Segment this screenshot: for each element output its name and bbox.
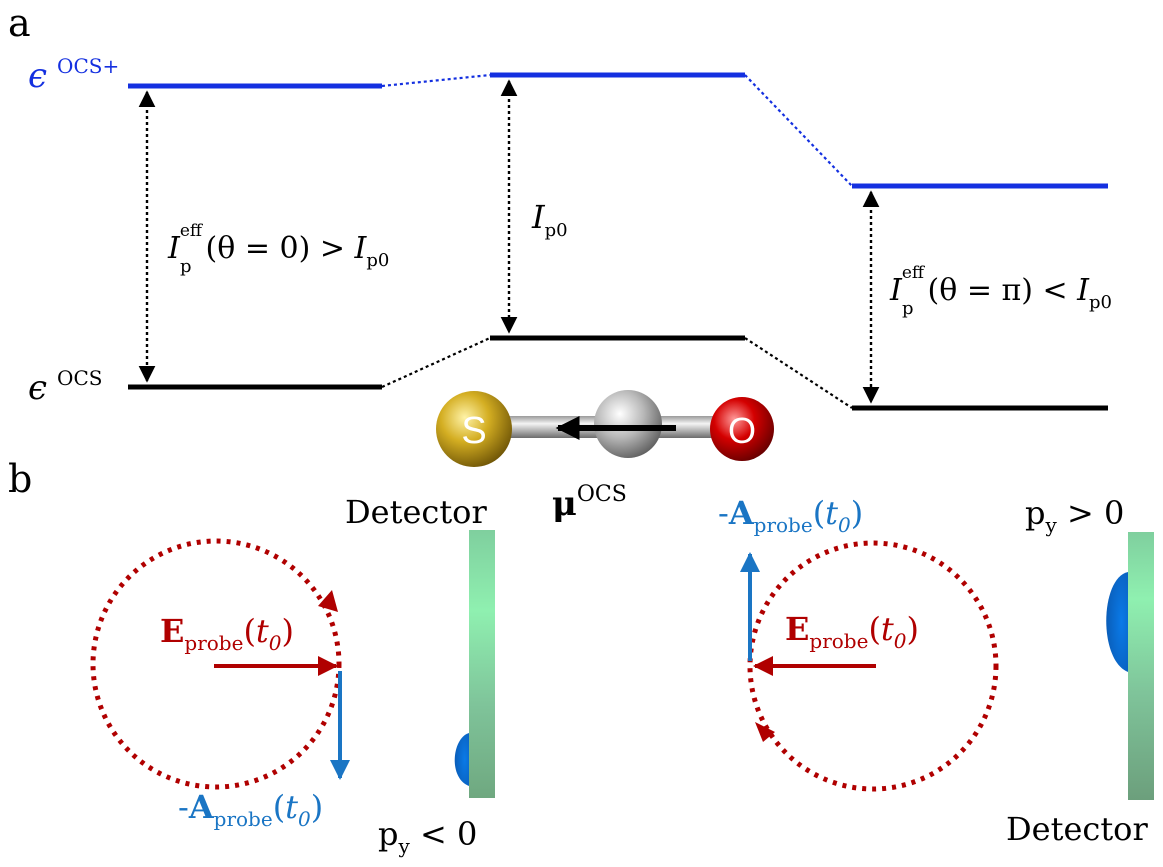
left-momentum-label: py < 0 xyxy=(378,815,477,858)
neutral-levels xyxy=(128,335,1108,411)
left-setup xyxy=(90,530,495,798)
right-setup xyxy=(740,532,1154,800)
dipole-label: μOCS xyxy=(552,482,627,524)
right-polarization-circle xyxy=(747,540,999,792)
cation-connector-left xyxy=(381,73,491,88)
oxygen-symbol: O xyxy=(728,410,756,451)
panel-b-label: b xyxy=(8,457,32,501)
left-detector-label: Detector xyxy=(345,493,487,531)
ip0-label: Ip0 xyxy=(531,198,568,241)
neutral-connector-left xyxy=(381,336,491,389)
left-polarization-circle xyxy=(90,538,342,790)
ip-eff-theta-pi-label: Ieff p(θ = π) < Ip0 xyxy=(889,263,1112,319)
cation-connector-right xyxy=(744,74,853,187)
right-e-field-label: Eprobe(t0) xyxy=(785,610,919,653)
right-detector xyxy=(1128,532,1154,800)
sulfur-symbol: S xyxy=(461,410,486,452)
right-a-field-label: -Aprobe(t0) xyxy=(718,494,863,537)
right-detector-label: Detector xyxy=(1006,810,1148,848)
left-rotation-arrowhead xyxy=(318,590,338,612)
sulfur-atom xyxy=(436,391,512,467)
left-a-field-label: -Aprobe(t0) xyxy=(178,788,323,831)
eps-ocs-plus-label: ϵ OCS+ xyxy=(28,54,119,96)
right-momentum-label: py > 0 xyxy=(1025,494,1124,537)
panel-a-label: a xyxy=(8,1,31,45)
oxygen-atom xyxy=(710,397,774,461)
left-detector xyxy=(469,530,495,798)
eps-ocs-label: ϵ OCS xyxy=(28,366,102,408)
right-electron-spot xyxy=(1106,572,1128,672)
carbon-atom xyxy=(594,390,662,458)
ip-eff-theta-0-label: Ieff p(θ = 0) > Ip0 xyxy=(167,221,389,277)
neutral-connector-right xyxy=(744,337,853,409)
right-rotation-arrowhead xyxy=(755,722,775,742)
ocs-molecule: S O xyxy=(436,390,774,467)
left-electron-spot xyxy=(454,733,469,786)
cation-levels xyxy=(128,72,1108,189)
left-e-field-label: Eprobe(t0) xyxy=(160,612,294,655)
